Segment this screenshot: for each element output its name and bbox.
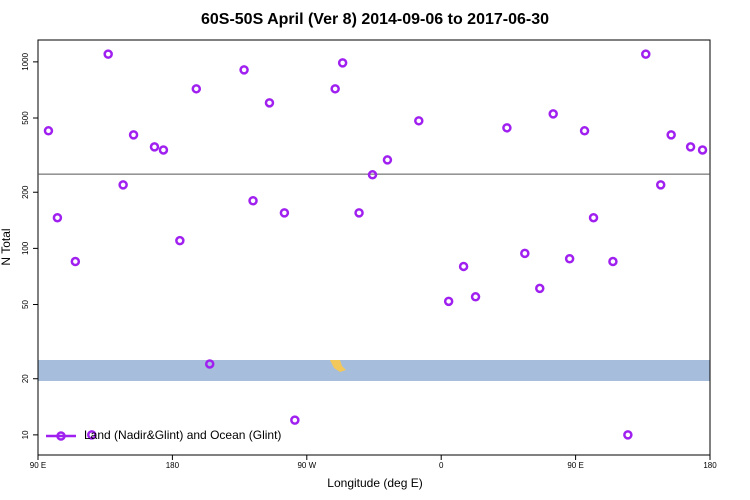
x-axis-label: Longitude (deg E) bbox=[327, 476, 422, 490]
point bbox=[103, 49, 113, 59]
plot-frame bbox=[37, 39, 711, 456]
x-tick-label: 180 bbox=[166, 461, 180, 470]
y-tick-label: 20 bbox=[21, 374, 30, 383]
map-land bbox=[330, 360, 346, 372]
point bbox=[548, 109, 558, 119]
y-tick-label: 500 bbox=[21, 111, 30, 125]
y-tick-label: 200 bbox=[21, 185, 30, 199]
point bbox=[382, 155, 393, 165]
x-tick-label: 90 W bbox=[297, 461, 316, 470]
point bbox=[414, 116, 424, 126]
point bbox=[118, 180, 128, 190]
point bbox=[290, 415, 300, 425]
point bbox=[354, 208, 364, 218]
point bbox=[279, 208, 290, 218]
y-tick-label: 10 bbox=[21, 430, 30, 439]
point bbox=[520, 248, 530, 259]
legend-label: Land (Nadir&Glint) and Ocean (Glint) bbox=[84, 428, 281, 442]
y-tick-label: 50 bbox=[21, 300, 30, 309]
point bbox=[502, 123, 512, 133]
point bbox=[175, 235, 185, 246]
point bbox=[564, 253, 575, 264]
point bbox=[685, 142, 696, 152]
point bbox=[128, 130, 139, 140]
point bbox=[158, 145, 169, 155]
point bbox=[608, 256, 618, 267]
chart-title: 60S-50S April (Ver 8) 2014-09-06 to 2017… bbox=[201, 11, 549, 28]
point bbox=[204, 359, 215, 369]
point bbox=[70, 256, 81, 267]
point bbox=[239, 65, 249, 75]
point bbox=[149, 142, 160, 152]
point bbox=[337, 58, 348, 68]
x-tick-label: 0 bbox=[439, 461, 444, 470]
point bbox=[330, 84, 340, 94]
point bbox=[588, 212, 599, 223]
map-strip bbox=[38, 360, 710, 381]
point bbox=[264, 98, 275, 108]
y-tick-label: 1000 bbox=[21, 52, 30, 70]
point bbox=[641, 49, 651, 59]
point bbox=[43, 126, 54, 136]
point bbox=[579, 126, 590, 136]
point bbox=[666, 130, 676, 140]
point bbox=[52, 212, 63, 223]
point bbox=[87, 430, 97, 440]
point bbox=[248, 196, 258, 206]
point bbox=[458, 261, 469, 272]
point bbox=[697, 145, 708, 155]
point bbox=[655, 180, 666, 190]
x-tick-label: 90 E bbox=[567, 461, 583, 470]
x-tick-label: 90 E bbox=[30, 461, 46, 470]
y-axis-label: N Total bbox=[0, 228, 13, 265]
x-tick-label: 180 bbox=[703, 461, 717, 470]
point bbox=[470, 292, 481, 302]
point bbox=[535, 283, 545, 294]
point bbox=[191, 84, 202, 94]
point bbox=[367, 170, 378, 180]
point bbox=[623, 430, 633, 440]
legend-swatch bbox=[56, 431, 66, 441]
point bbox=[443, 296, 454, 307]
y-tick-label: 100 bbox=[21, 241, 30, 255]
